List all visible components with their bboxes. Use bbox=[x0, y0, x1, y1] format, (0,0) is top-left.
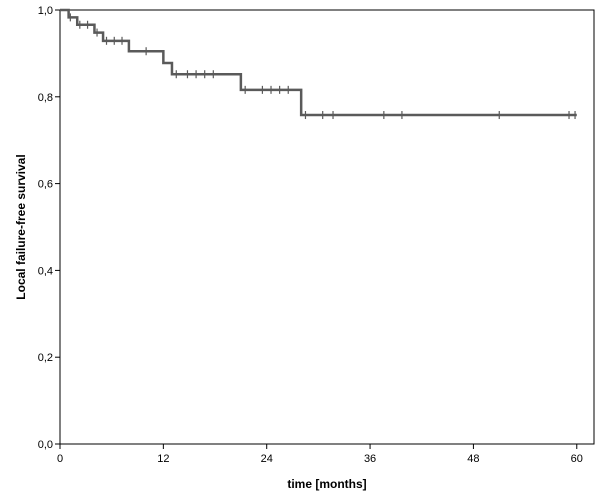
y-tick-label: 0,2 bbox=[38, 352, 53, 364]
y-axis: 0,0 0,2 0,4 0,6 0,8 1,0 bbox=[38, 5, 60, 451]
x-tick-label: 60 bbox=[571, 453, 583, 465]
x-tick-label: 24 bbox=[261, 453, 273, 465]
x-axis-title: time [months] bbox=[287, 477, 366, 491]
y-axis-title: Local failure-free survival bbox=[14, 154, 28, 299]
x-tick-label: 12 bbox=[157, 453, 169, 465]
x-tick-label: 48 bbox=[467, 453, 479, 465]
survival-curve bbox=[60, 8, 577, 117]
censor-marks bbox=[69, 13, 576, 120]
y-tick-label: 0,8 bbox=[38, 92, 53, 104]
x-axis: 0 12 24 36 48 60 bbox=[57, 444, 583, 465]
y-tick-label: 0,0 bbox=[38, 439, 53, 451]
x-tick-label: 36 bbox=[364, 453, 376, 465]
y-tick-label: 0,4 bbox=[38, 265, 53, 277]
y-tick-label: 0,6 bbox=[38, 179, 53, 191]
x-tick-label: 0 bbox=[57, 453, 63, 465]
y-tick-label: 1,0 bbox=[38, 5, 53, 17]
plot-frame bbox=[59, 9, 595, 445]
